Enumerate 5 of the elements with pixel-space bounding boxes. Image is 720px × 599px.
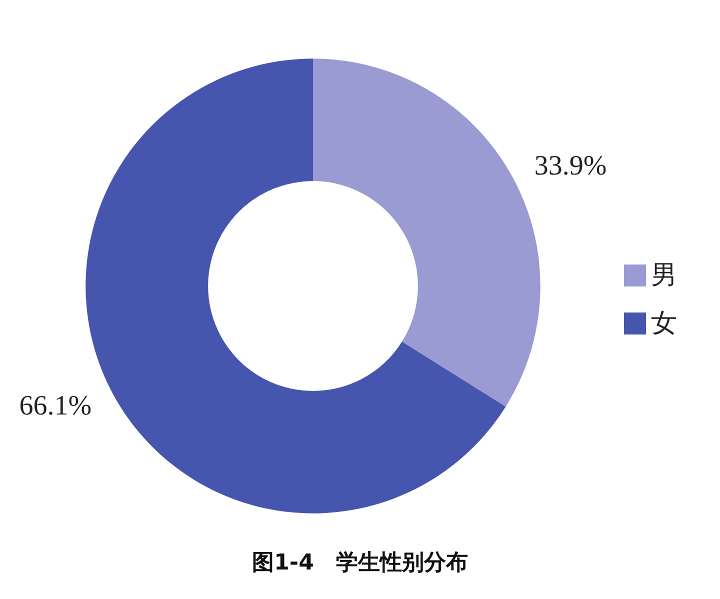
data-label: 33.9% <box>534 150 607 182</box>
legend-label: 男 <box>651 260 677 290</box>
legend-label: 女 <box>651 308 677 338</box>
data-label: 66.1% <box>19 390 92 422</box>
text: 图1-4 学生性别分布 <box>252 550 468 576</box>
